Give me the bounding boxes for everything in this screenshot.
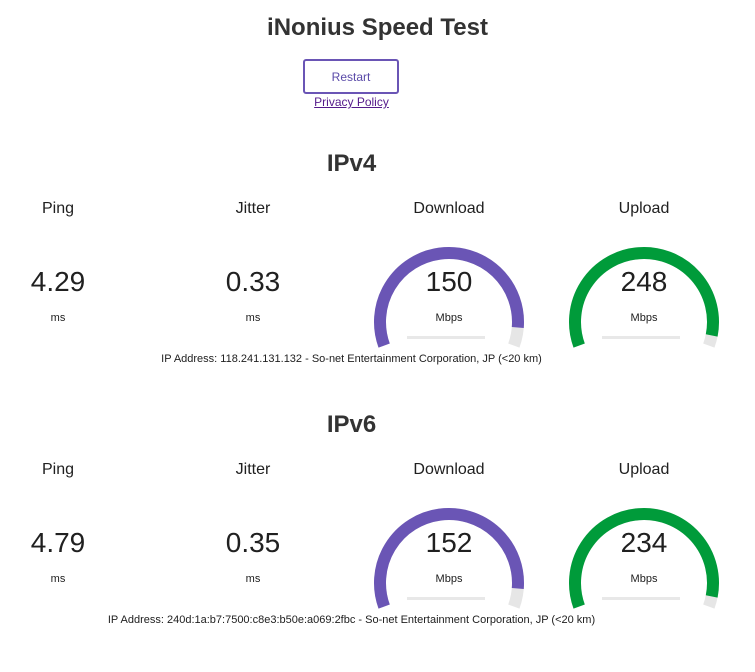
download-label: Download (413, 200, 485, 217)
gauge-fill-arc (374, 508, 524, 609)
ipv4-download: Download 150 Mbps (369, 200, 529, 348)
ipv6-section: IPv6 Ping 4.79 ms Jitter 0.35 ms Downloa… (0, 411, 755, 641)
gauge-fill-arc (374, 247, 524, 348)
gauge-progress-track (602, 597, 680, 600)
gauge-fill-arc (569, 247, 719, 348)
upload-gauge (569, 247, 719, 348)
download-label: Download (413, 461, 485, 478)
jitter-unit: ms (245, 573, 261, 585)
ipv6-ip-address: IP Address: 240d:1a:b7:7500:c8e3:b50e:a0… (107, 614, 596, 626)
upload-label: Upload (618, 200, 670, 217)
jitter-unit: ms (245, 312, 261, 324)
jitter-value: 0.33 (225, 266, 281, 297)
gauge-progress-track (407, 336, 485, 339)
ipv6-jitter: Jitter 0.35 ms (173, 461, 333, 591)
ipv4-section: IPv4 Ping 4.29 ms Jitter 0.33 ms Downloa… (0, 150, 755, 380)
ping-value: 4.79 (30, 527, 86, 558)
upload-gauge (569, 508, 719, 609)
gauge-progress-track (407, 597, 485, 600)
ipv4-upload: Upload 248 Mbps (564, 200, 724, 348)
download-value: 150 (425, 266, 473, 297)
upload-value: 248 (620, 266, 668, 297)
ipv6-download: Download 152 Mbps (369, 461, 529, 609)
jitter-value: 0.35 (225, 527, 281, 558)
download-unit: Mbps (435, 573, 463, 585)
ping-label: Ping (41, 461, 75, 478)
ping-value: 4.29 (30, 266, 86, 297)
download-gauge (374, 508, 524, 609)
jitter-label: Jitter (235, 461, 271, 478)
ipv6-ping: Ping 4.79 ms (0, 461, 138, 591)
download-value: 152 (425, 527, 473, 558)
ipv4-ping: Ping 4.29 ms (0, 200, 138, 330)
jitter-label: Jitter (235, 200, 271, 217)
ipv6-title: IPv6 (326, 411, 377, 438)
upload-label: Upload (618, 461, 670, 478)
page-title: iNonius Speed Test (267, 14, 488, 41)
upload-unit: Mbps (630, 573, 658, 585)
ipv6-upload: Upload 234 Mbps (564, 461, 724, 609)
ping-unit: ms (50, 573, 66, 585)
ipv4-title: IPv4 (326, 150, 377, 177)
privacy-policy-link[interactable]: Privacy Policy (314, 95, 389, 109)
ipv4-ip-address: IP Address: 118.241.131.132 - So-net Ent… (161, 353, 542, 365)
ipv4-jitter: Jitter 0.33 ms (173, 200, 333, 330)
download-unit: Mbps (435, 312, 463, 324)
ping-label: Ping (41, 200, 75, 217)
upload-value: 234 (620, 527, 668, 558)
gauge-fill-arc (569, 508, 719, 609)
gauge-progress-track (602, 336, 680, 339)
ping-unit: ms (50, 312, 66, 324)
upload-unit: Mbps (630, 312, 658, 324)
download-gauge (374, 247, 524, 348)
restart-button[interactable]: Restart (303, 59, 399, 94)
